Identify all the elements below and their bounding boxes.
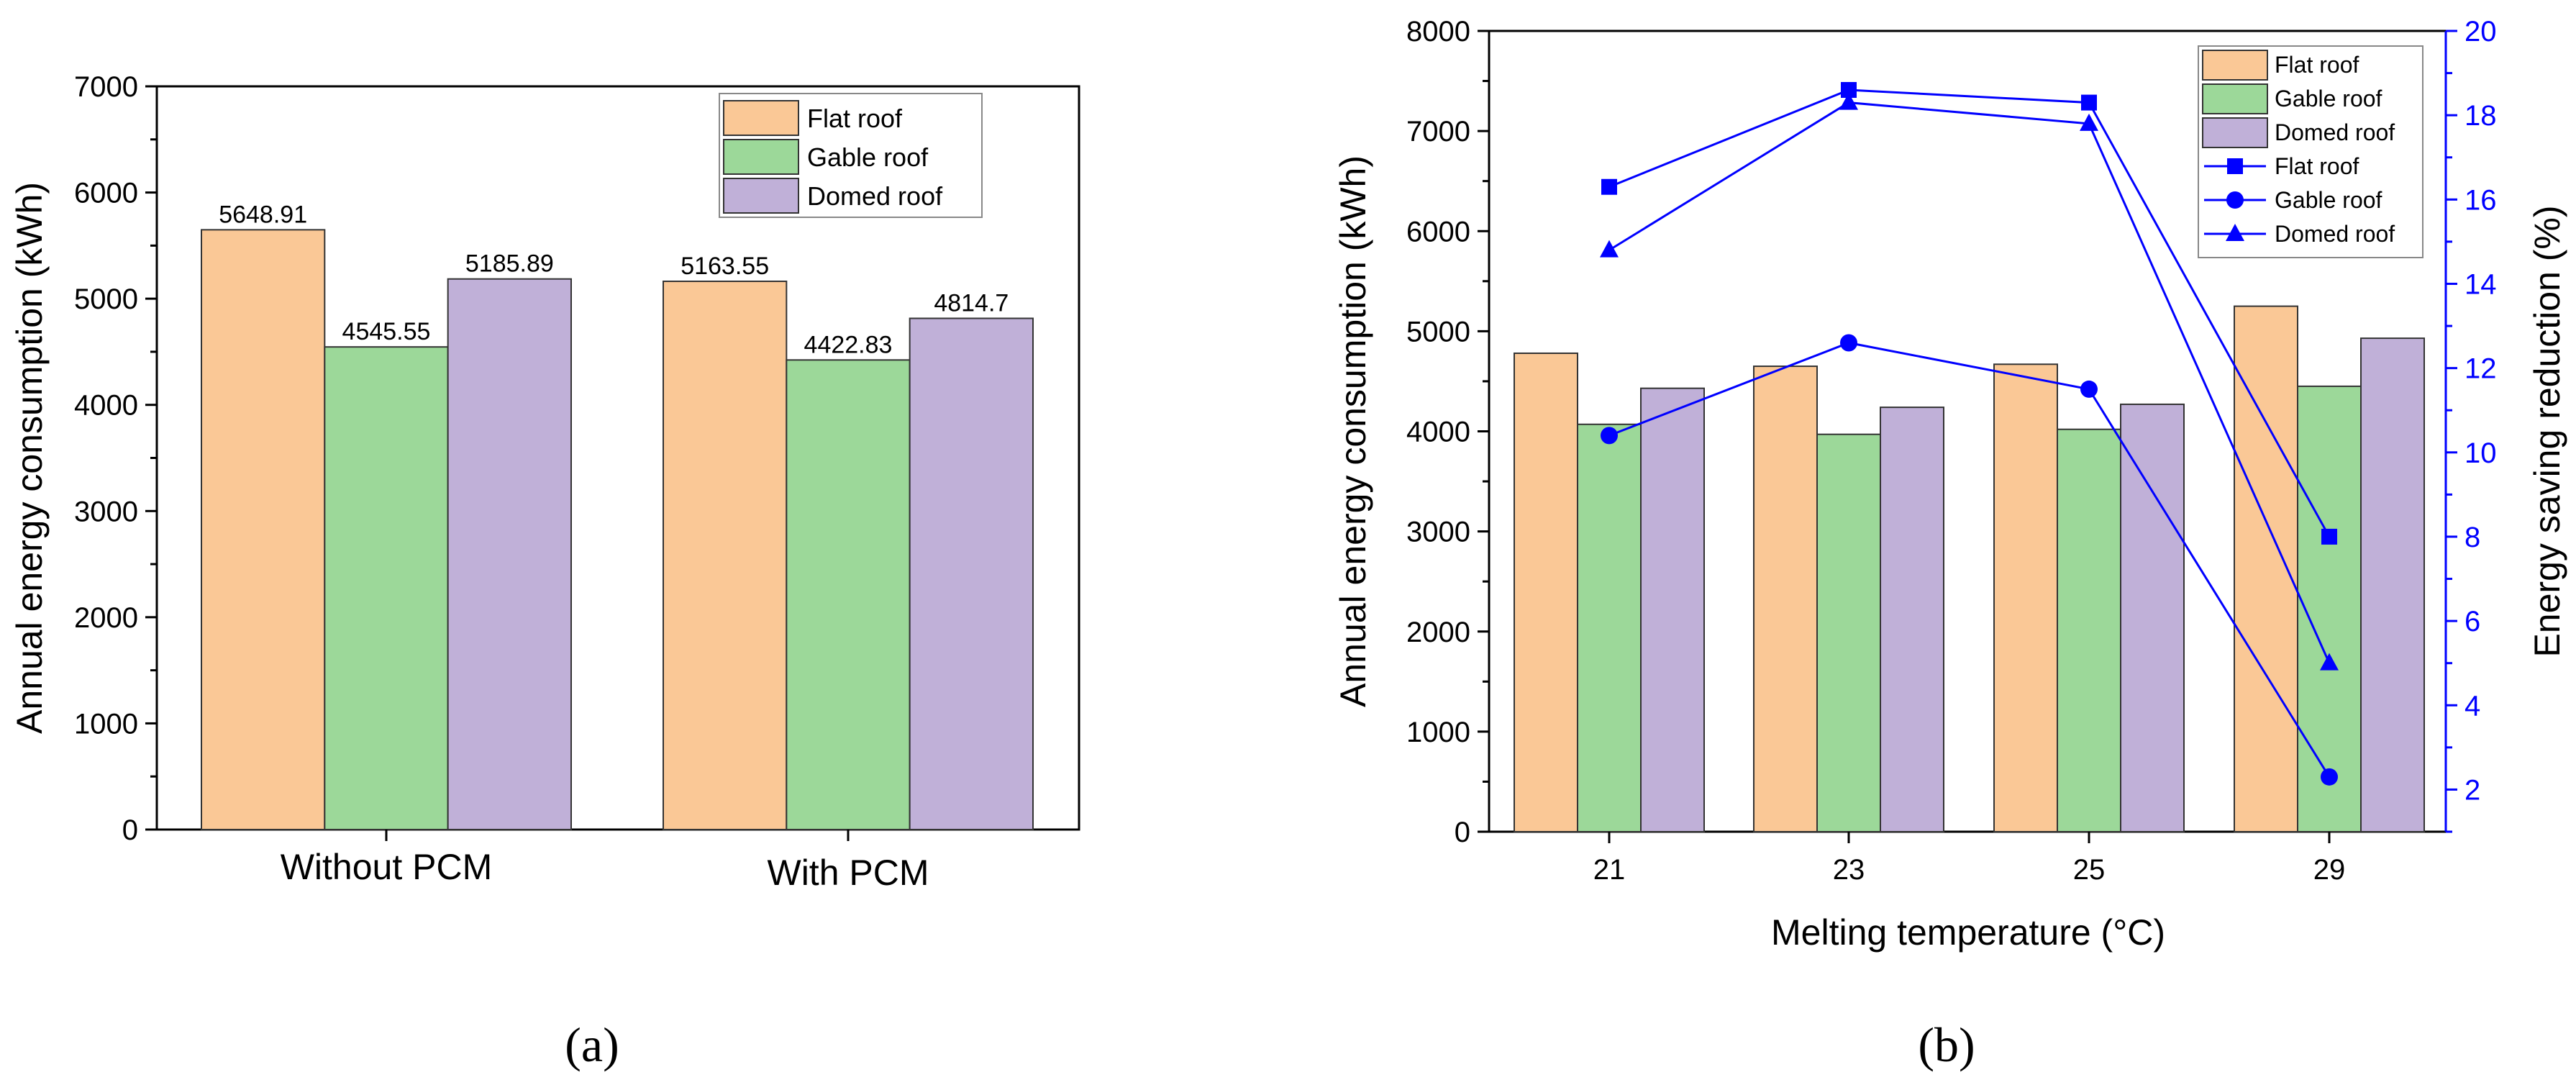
legend-label: Gable roof — [2275, 86, 2382, 112]
y-tick-label: 6000 — [1406, 216, 1470, 247]
bar-flat — [201, 229, 326, 831]
bar-value-label: 4545.55 — [342, 318, 431, 345]
bar-flat — [1993, 363, 2058, 832]
x-tick-label: 21 — [1593, 854, 1626, 886]
point-circle — [2080, 380, 2098, 398]
bar-value-label: 5185.89 — [465, 250, 554, 278]
x-tick-label: With PCM — [768, 853, 929, 893]
y-tick-label: 5000 — [74, 283, 138, 315]
y2-tick-label: 20 — [2465, 16, 2497, 47]
y2-tick-label: 12 — [2465, 353, 2497, 385]
bar-domed — [2360, 337, 2425, 832]
point-triangle — [1600, 240, 1619, 258]
y-tick-label: 7000 — [1406, 116, 1470, 147]
y-tick-label: 5000 — [1406, 316, 1470, 348]
legend-label: Domed roof — [2275, 119, 2395, 145]
chart-b: 0 1000 2000 3000 4000 5000 6000 7000 8000 2 4 6 8 10 1… — [1333, 16, 2567, 953]
point-circle — [1601, 427, 1618, 445]
point-triangle — [1839, 92, 1858, 110]
y-tick-label: 3000 — [1406, 517, 1470, 548]
legend-swatch-flat — [723, 100, 799, 136]
y-tick-label: 0 — [122, 814, 138, 846]
legend-box — [2198, 45, 2423, 258]
y2-tick-label: 18 — [2465, 100, 2497, 132]
point-square — [2081, 94, 2097, 111]
legend-label: Flat roof — [807, 104, 903, 133]
point-triangle — [2080, 113, 2098, 131]
bar-gable — [2057, 428, 2121, 832]
line-triangle — [1608, 101, 2331, 664]
legend-swatch-gable — [2202, 83, 2268, 114]
legend-label: Flat roof — [2275, 52, 2359, 78]
point-square — [1601, 178, 1617, 195]
line-circle — [1608, 341, 2331, 778]
y-tick-label: 1000 — [74, 708, 138, 740]
bar-gable — [786, 359, 911, 830]
panel-label-b: (b) — [1918, 1017, 1975, 1072]
y2-tick-label: 10 — [2465, 437, 2497, 469]
bar-domed — [447, 278, 573, 830]
legend-marker-square — [2227, 158, 2243, 174]
bar-gable — [1816, 433, 1881, 832]
bar-domed — [1880, 407, 1944, 832]
chart-a: 0 1000 2000 3000 4000 5000 6000 7000 Annual ener… — [9, 71, 1080, 893]
y-tick-label: 4000 — [74, 390, 138, 422]
point-circle — [2321, 768, 2338, 786]
y-tick-label: 2000 — [1406, 617, 1470, 648]
bar-domed — [2120, 403, 2185, 832]
bar-value-label: 4422.83 — [804, 331, 893, 358]
y-tick-label: 8000 — [1406, 16, 1470, 47]
y-tick-label: 7000 — [74, 71, 138, 103]
legend-marker-circle — [2226, 191, 2244, 209]
point-square — [1841, 82, 1857, 99]
bar-gable — [1577, 423, 1642, 832]
bar-gable — [324, 346, 449, 831]
y-tick-label: 2000 — [74, 602, 138, 634]
legend-swatch-domed — [723, 178, 799, 214]
bar-gable — [2297, 385, 2362, 832]
y2-tick-label: 6 — [2465, 606, 2480, 637]
bar-flat — [663, 281, 788, 830]
y2-tick-label: 16 — [2465, 184, 2497, 216]
legend-label: Gable roof — [2275, 187, 2382, 213]
legend-swatch-flat — [2202, 50, 2268, 81]
bar-domed — [1640, 387, 1705, 832]
y-tick-label: 1000 — [1406, 717, 1470, 748]
y-tick-label: 3000 — [74, 496, 138, 527]
x-axis-title: Melting temperature (°C) — [1771, 912, 2165, 953]
y-axis-title: Annual energy consumption (kWh) — [1333, 155, 1373, 707]
y2-axis-title: Energy saving reduction (%) — [2527, 205, 2567, 657]
legend-swatch-domed — [2202, 117, 2268, 148]
x-tick-label: 23 — [1833, 854, 1865, 886]
legend-label: Gable roof — [807, 142, 929, 172]
bar-value-label: 4814.7 — [934, 289, 1009, 317]
legend-label: Domed roof — [2275, 221, 2395, 247]
y2-tick-label: 14 — [2465, 268, 2497, 300]
legend-swatch-gable — [723, 139, 799, 175]
panel-label-a: (a) — [565, 1017, 619, 1072]
x-tick-label: 25 — [2073, 854, 2106, 886]
legend-label: Domed roof — [807, 181, 943, 211]
y-axis-title: Annual energy consumption (kWh) — [9, 182, 50, 734]
legend-marker-triangle — [2226, 224, 2244, 241]
bar-flat — [1514, 352, 1578, 833]
y-tick-label: 0 — [1455, 817, 1470, 848]
line-square — [1608, 88, 2331, 537]
y2-tick-label: 8 — [2465, 522, 2480, 553]
point-square — [2321, 528, 2337, 545]
y-tick-label: 6000 — [74, 178, 138, 209]
point-circle — [1840, 334, 1857, 352]
legend-label: Flat roof — [2275, 153, 2359, 179]
bar-flat — [1753, 365, 1818, 833]
x-tick-label: 29 — [2313, 854, 2346, 886]
y2-tick-label: 4 — [2465, 690, 2480, 722]
bar-value-label: 5163.55 — [681, 253, 769, 280]
point-triangle — [2320, 653, 2339, 671]
y2-tick-label: 2 — [2465, 774, 2480, 806]
y-tick-label: 4000 — [1406, 417, 1470, 448]
bar-value-label: 5648.91 — [219, 201, 307, 228]
bar-domed — [909, 317, 1034, 830]
x-tick-label: Without PCM — [281, 847, 493, 887]
